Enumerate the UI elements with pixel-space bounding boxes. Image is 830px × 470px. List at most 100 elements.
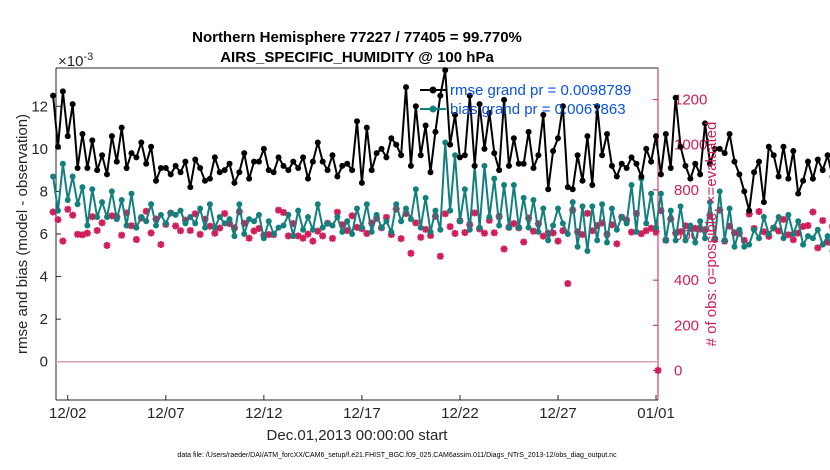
- bias-series: [50, 139, 830, 255]
- rmse-point: [202, 177, 209, 184]
- legend: rmse grand pr = 0.0098789 bias grand pr …: [420, 82, 631, 118]
- obs-marker: [211, 229, 219, 237]
- y2-tick-label: 200: [674, 317, 699, 334]
- obs-marker: [436, 252, 444, 260]
- bias-point: [300, 226, 307, 233]
- bias-point: [682, 237, 689, 244]
- bias-point: [393, 201, 400, 208]
- bias-point: [814, 226, 821, 233]
- rmse-point: [363, 124, 370, 131]
- bias-point: [153, 222, 160, 229]
- bias-point: [334, 213, 341, 220]
- bias-point: [746, 241, 753, 248]
- obs-marker: [799, 222, 807, 230]
- bias-point: [790, 231, 797, 237]
- obs-marker: [177, 227, 185, 235]
- rmse-point: [535, 152, 542, 159]
- rmse-point: [349, 167, 356, 174]
- rmse-point: [682, 162, 689, 169]
- rmse-point: [393, 141, 400, 148]
- bias-point: [133, 224, 140, 231]
- bias-point: [579, 203, 586, 210]
- rmse-point: [211, 154, 218, 161]
- rmse-point: [569, 186, 576, 193]
- bias-point: [344, 218, 351, 225]
- bias-point: [94, 213, 101, 220]
- rmse-point: [579, 177, 586, 184]
- bias-point: [128, 190, 135, 197]
- obs-marker: [422, 225, 430, 233]
- rmse-point: [295, 165, 302, 172]
- rmse-point: [545, 186, 552, 193]
- bias-point: [657, 190, 664, 197]
- bias-point: [354, 205, 360, 212]
- y-tick-label: 8: [40, 183, 48, 200]
- obs-marker: [328, 234, 336, 242]
- bias-point: [775, 213, 782, 220]
- bias-point: [564, 231, 571, 237]
- rmse-point: [354, 118, 360, 125]
- obs-marker: [490, 229, 498, 237]
- rmse-point: [304, 175, 311, 182]
- obs-marker: [500, 245, 508, 253]
- rmse-point: [54, 143, 61, 150]
- obs-marker: [529, 227, 537, 235]
- legend-bias-marker: [429, 105, 437, 113]
- bias-point: [574, 243, 581, 250]
- rmse-point: [177, 169, 184, 176]
- bias-point: [731, 243, 738, 250]
- obs-marker: [54, 216, 62, 224]
- rmse-point: [608, 162, 615, 169]
- rmse-point: [398, 152, 405, 159]
- rmse-point: [530, 165, 537, 172]
- bias-point: [398, 218, 405, 225]
- rmse-point: [422, 122, 429, 129]
- rmse-point: [824, 152, 830, 159]
- bias-point: [99, 199, 106, 206]
- bias-point: [50, 173, 57, 180]
- rmse-point: [447, 141, 454, 148]
- bias-point: [216, 213, 223, 220]
- obs-marker: [554, 237, 562, 245]
- bias-point: [677, 203, 684, 210]
- rmse-point: [246, 175, 253, 182]
- rmse-point: [275, 154, 282, 161]
- bias-point: [726, 205, 733, 212]
- bias-point: [295, 207, 302, 214]
- y2-tick-label: 800: [674, 182, 699, 199]
- rmse-point: [368, 167, 375, 174]
- rmse-point: [89, 137, 96, 144]
- bias-point: [246, 216, 253, 223]
- bias-point: [824, 233, 830, 240]
- bias-point: [648, 190, 655, 197]
- y-tick-label: 2: [40, 311, 48, 328]
- bias-point: [491, 175, 498, 182]
- bias-point: [755, 235, 762, 242]
- rmse-point: [525, 128, 532, 135]
- obs-marker: [451, 229, 459, 237]
- bias-point: [550, 222, 557, 229]
- rmse-point: [746, 207, 753, 214]
- rmse-point: [785, 175, 792, 182]
- rmse-point: [108, 133, 115, 140]
- rmse-point: [814, 156, 821, 163]
- bias-point: [388, 228, 395, 235]
- rmse-point: [113, 158, 120, 165]
- obs-marker: [819, 217, 827, 225]
- bias-point: [442, 139, 449, 146]
- bias-point: [403, 205, 410, 212]
- rmse-point: [334, 173, 341, 180]
- bias-point: [540, 205, 547, 212]
- legend-bias-label: bias grand pr = 0.0067863: [450, 101, 626, 118]
- rmse-point: [809, 175, 816, 182]
- rmse-point: [765, 143, 772, 150]
- rmse-point: [584, 133, 591, 140]
- bias-point: [319, 224, 326, 231]
- obs-marker: [417, 233, 425, 241]
- rmse-point: [427, 169, 434, 176]
- rmse-point: [456, 154, 463, 161]
- rmse-point: [251, 158, 258, 165]
- obs-marker: [583, 209, 591, 217]
- rmse-point: [706, 160, 713, 167]
